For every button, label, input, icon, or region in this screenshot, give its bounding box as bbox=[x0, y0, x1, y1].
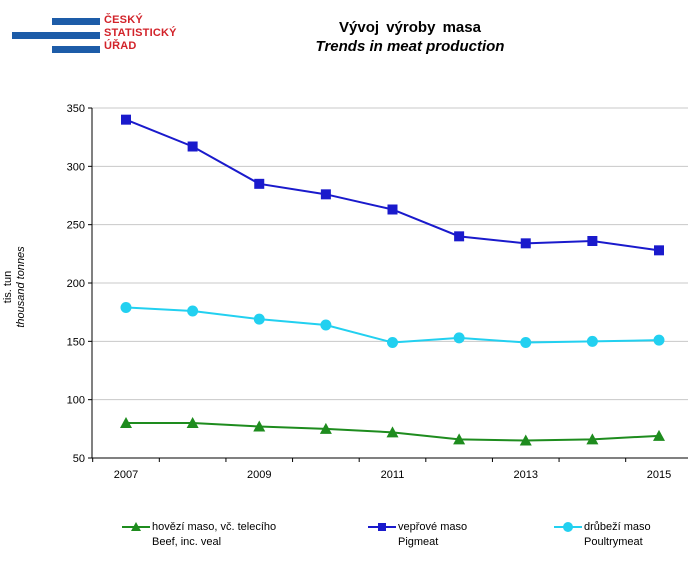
data-point-beef bbox=[519, 434, 532, 446]
legend-symbol-beef bbox=[122, 522, 150, 531]
chart-title: Vývoj výroby masa bbox=[339, 19, 481, 36]
x-tick-label: 2007 bbox=[114, 469, 138, 481]
legend-label-pig: vepřové maso bbox=[398, 521, 468, 533]
y-tick-label: 350 bbox=[67, 103, 85, 115]
data-point-pig bbox=[187, 141, 198, 152]
grid-layer bbox=[92, 107, 688, 401]
y-tick-label: 150 bbox=[67, 336, 85, 348]
data-point-pig bbox=[654, 245, 664, 256]
data-point-beef bbox=[586, 433, 599, 445]
x-tick-label: 2013 bbox=[514, 469, 538, 481]
line-chart: 50 100 150 200 250 300 350 2007 2009 2011 2013 2015… bbox=[2, 103, 688, 481]
legend-label-poultry-en: Poultrymeat bbox=[584, 536, 643, 548]
czso-logo: ČESKÝ STATISTICKÝ ÚŘAD bbox=[12, 14, 182, 58]
data-point-beef bbox=[186, 417, 199, 428]
logo-bar bbox=[52, 18, 100, 25]
legend-label-poultry: drůbeží maso bbox=[584, 521, 651, 533]
legend-label-beef-en: Beef, inc. veal bbox=[152, 536, 222, 548]
data-point-pig bbox=[121, 114, 131, 125]
legend-label-pig-en: Pigmeat bbox=[398, 536, 439, 548]
logo-bar bbox=[12, 32, 100, 39]
logo-line-2: STATISTICKÝ bbox=[104, 27, 177, 39]
legend-label-beef: hovězí maso, vč. telecího bbox=[152, 521, 277, 533]
x-tick-label: 2015 bbox=[647, 469, 671, 481]
y-axis-label: tis. tun bbox=[2, 271, 14, 303]
data-point-poultry bbox=[387, 337, 398, 348]
y-tick-label: 100 bbox=[67, 395, 85, 407]
data-point-poultry bbox=[653, 334, 665, 346]
data-point-beef bbox=[653, 429, 665, 441]
logo-bar bbox=[52, 46, 100, 53]
logo-line-1: ČESKÝ bbox=[104, 14, 143, 26]
data-point-beef bbox=[253, 420, 266, 432]
data-point-poultry bbox=[253, 313, 265, 325]
data-point-poultry bbox=[453, 332, 465, 344]
data-point-beef bbox=[453, 433, 466, 445]
data-point-poultry bbox=[586, 335, 598, 347]
legend-symbol-poultry bbox=[554, 522, 582, 532]
x-tick-label: 2011 bbox=[381, 469, 405, 481]
data-point-pig bbox=[520, 238, 531, 249]
y-tick-label: 250 bbox=[67, 220, 85, 232]
logo-text: ČESKÝ STATISTICKÝ ÚŘAD bbox=[104, 14, 177, 53]
series-line-pig bbox=[125, 118, 660, 252]
data-point-pig bbox=[254, 178, 265, 189]
legend-symbol-pig bbox=[368, 523, 396, 531]
data-point-pig bbox=[387, 204, 398, 215]
data-point-poultry bbox=[120, 302, 132, 313]
logo-line-3: ÚŘAD bbox=[104, 40, 137, 52]
y-tick-label: 50 bbox=[73, 453, 85, 465]
data-point-beef bbox=[386, 426, 399, 438]
y-tick-label: 300 bbox=[67, 161, 85, 173]
series-layer bbox=[120, 114, 665, 446]
x-tick-label: 2009 bbox=[247, 469, 271, 481]
y-tick-label: 200 bbox=[67, 278, 85, 290]
data-point-beef bbox=[319, 422, 332, 434]
data-point-pig bbox=[320, 189, 331, 200]
data-point-pig bbox=[587, 236, 598, 246]
chart-title-block: Vývoj výroby masa Trends in meat product… bbox=[250, 18, 570, 56]
y-axis-label-en: thousand tonnes bbox=[15, 246, 27, 328]
chart-subtitle: Trends in meat production bbox=[315, 38, 505, 55]
axis-layer: 50 100 150 200 250 300 350 2007 2009 2011 2013 2015 bbox=[67, 103, 688, 481]
data-point-poultry bbox=[320, 319, 332, 331]
data-point-beef bbox=[120, 417, 132, 428]
data-point-pig bbox=[454, 231, 465, 242]
data-point-poultry bbox=[187, 305, 199, 317]
data-point-poultry bbox=[520, 337, 532, 348]
